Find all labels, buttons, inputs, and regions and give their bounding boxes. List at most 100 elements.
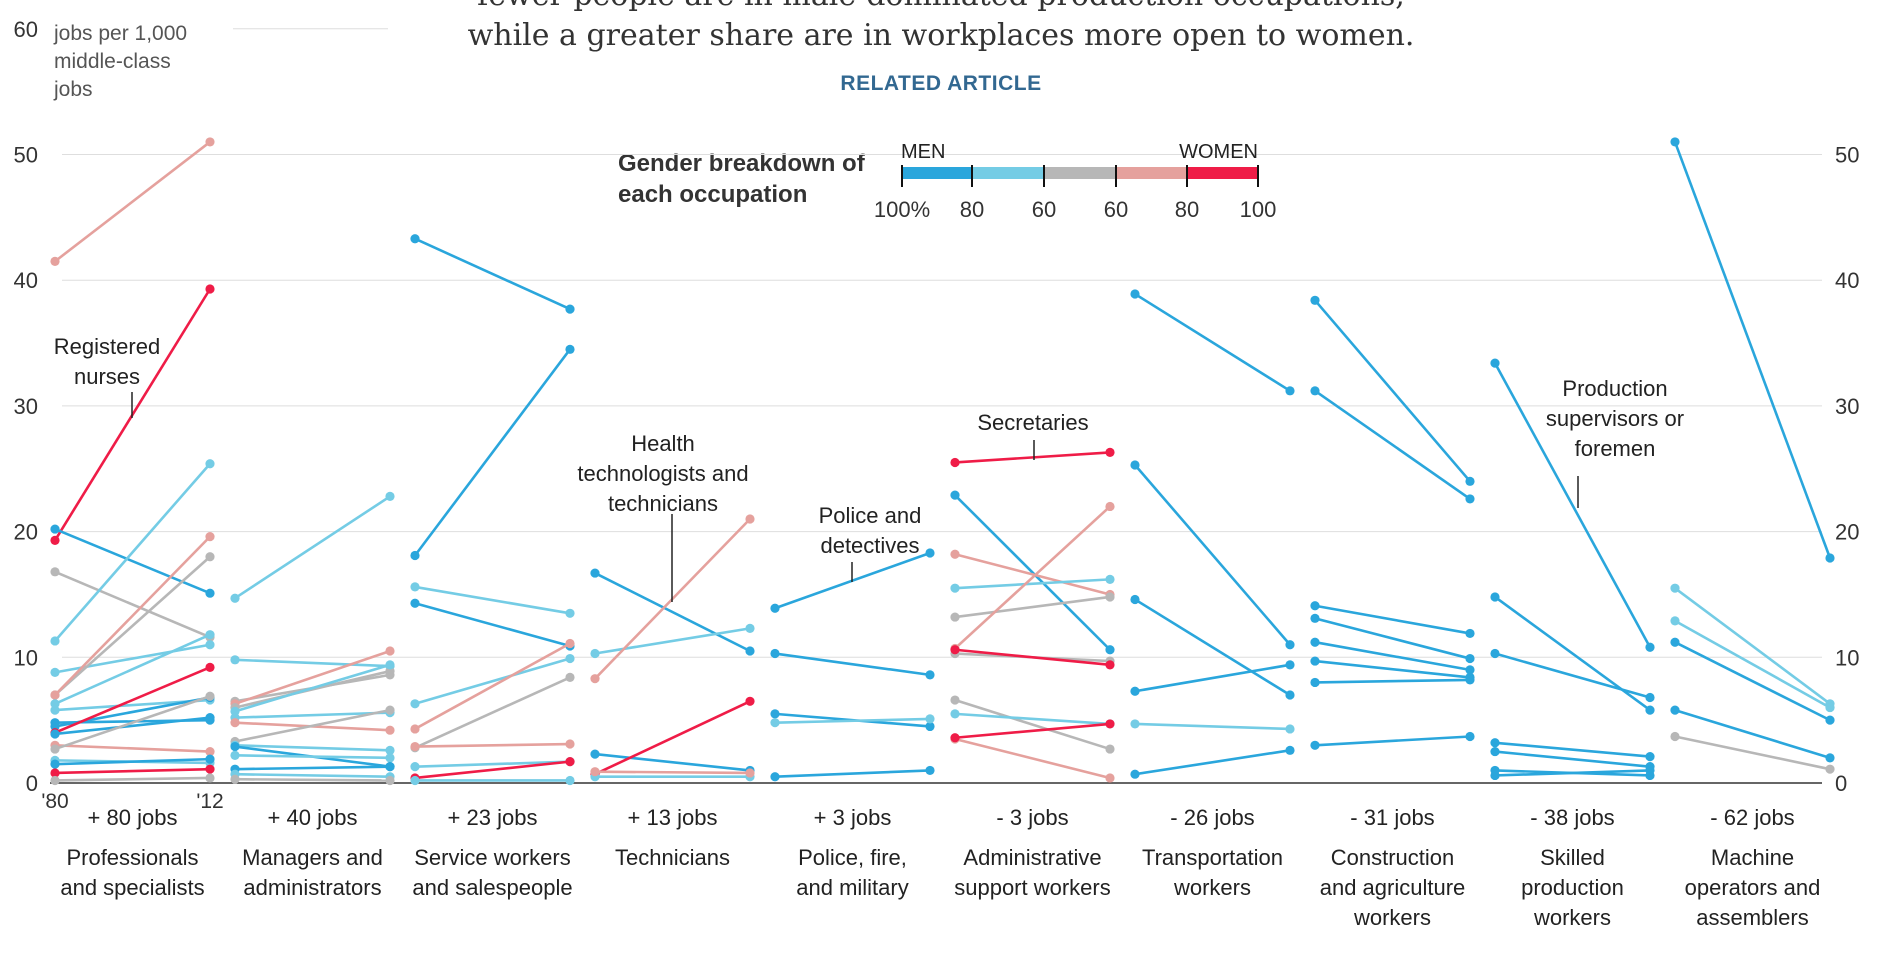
slope-line (234, 663, 391, 713)
point-2012 (925, 765, 935, 776)
slope-line (54, 743, 211, 753)
related-article-link[interactable]: RELATED ARTICLE (840, 72, 1042, 95)
point-2012 (1105, 592, 1115, 602)
job-change-label: + 23 jobs (448, 805, 538, 830)
point-2012 (1285, 724, 1295, 734)
point-2012 (385, 705, 395, 715)
slope-line (1674, 619, 1831, 709)
slope-line (594, 700, 751, 776)
point-1980 (230, 655, 240, 665)
occupation-name: Machine operators and assemblers (1685, 845, 1821, 930)
point-2012 (385, 745, 395, 755)
point-1980 (950, 612, 960, 622)
point-2012 (205, 284, 215, 294)
point-1980 (590, 749, 600, 759)
slope-line (414, 237, 571, 311)
occupation-name: Managers and administrators (242, 845, 383, 900)
annotation: Registered nurses (54, 334, 160, 418)
slope-line (54, 555, 211, 696)
point-1980 (1310, 601, 1320, 611)
point-2012 (1465, 476, 1475, 486)
slope-line (234, 649, 391, 706)
slope-line (54, 695, 211, 751)
occupation-name: Police, fire, and military (796, 845, 908, 900)
slope-line (414, 676, 571, 749)
legend-swatch (902, 167, 972, 179)
point-1980 (1670, 637, 1680, 647)
point-2012 (1465, 731, 1475, 742)
slope-line (1494, 741, 1651, 758)
point-2012 (385, 491, 395, 502)
point-1980 (50, 567, 60, 577)
point-1980 (50, 775, 60, 786)
point-1980 (590, 674, 600, 684)
point-1980 (590, 648, 600, 659)
point-2012 (565, 638, 575, 649)
point-1980 (1310, 656, 1320, 666)
point-2012 (385, 725, 395, 735)
point-1980 (50, 768, 60, 778)
point-2012 (1825, 715, 1835, 725)
slope-line (54, 757, 211, 766)
job-change-label: - 38 jobs (1530, 805, 1614, 830)
point-1980 (770, 772, 780, 782)
point-2012 (205, 552, 215, 562)
point-1980 (50, 744, 60, 754)
slope-line (1314, 617, 1471, 660)
occupation-group (410, 234, 575, 786)
point-2012 (565, 757, 575, 767)
slope-line (954, 712, 1111, 726)
slope-line (54, 462, 211, 642)
slope-line (414, 657, 571, 706)
y-tick-label: 50 (14, 143, 38, 168)
slope-line (954, 737, 1111, 780)
point-1980 (50, 256, 60, 266)
point-1980 (50, 636, 60, 646)
point-1980 (950, 457, 960, 468)
point-2012 (205, 754, 215, 764)
point-1980 (1490, 746, 1500, 757)
point-2012 (1465, 653, 1475, 664)
point-2012 (1105, 447, 1115, 458)
job-change-label: - 3 jobs (996, 805, 1068, 830)
slope-line (234, 765, 391, 771)
point-1980 (770, 718, 780, 728)
point-1980 (50, 524, 60, 534)
slope-line (414, 760, 571, 780)
point-2012 (925, 548, 935, 558)
point-1980 (50, 721, 60, 732)
y-tick-label-right: 20 (1835, 520, 1859, 545)
occupation-group (230, 491, 395, 786)
point-2012 (1105, 645, 1115, 655)
point-1980 (1310, 740, 1320, 750)
point-1980 (950, 733, 960, 743)
point-2012 (745, 514, 755, 524)
slope-line (1493, 362, 1652, 648)
point-1980 (230, 593, 240, 603)
legend-swatch (1187, 167, 1258, 179)
slope-line (54, 633, 211, 705)
occupation-name: Transportation workers (1142, 845, 1283, 900)
point-2012 (565, 653, 575, 664)
legend-tick-label: 80 (960, 197, 984, 222)
point-1980 (1310, 613, 1320, 623)
point-2012 (205, 532, 215, 542)
slope-line (54, 716, 211, 736)
occupation-name: Professionals and specialists (60, 845, 204, 900)
slope-line (234, 495, 391, 600)
occupation-name: Service workers and salespeople (412, 845, 572, 900)
slope-line (1494, 750, 1651, 768)
slope-line (594, 627, 751, 655)
point-1980 (1130, 594, 1140, 605)
x-tick-label-1980: '80 (41, 790, 68, 813)
legend-swatch (972, 167, 1044, 179)
point-1980 (1490, 738, 1500, 748)
legend-swatch (1044, 167, 1116, 179)
x-tick-label-2012: '12 (196, 790, 223, 813)
point-1980 (410, 775, 420, 786)
slope-line (1674, 735, 1831, 771)
slope-line (234, 754, 391, 760)
point-2012 (1105, 660, 1115, 670)
point-1980 (230, 774, 240, 784)
occupation-group (1670, 137, 1835, 774)
